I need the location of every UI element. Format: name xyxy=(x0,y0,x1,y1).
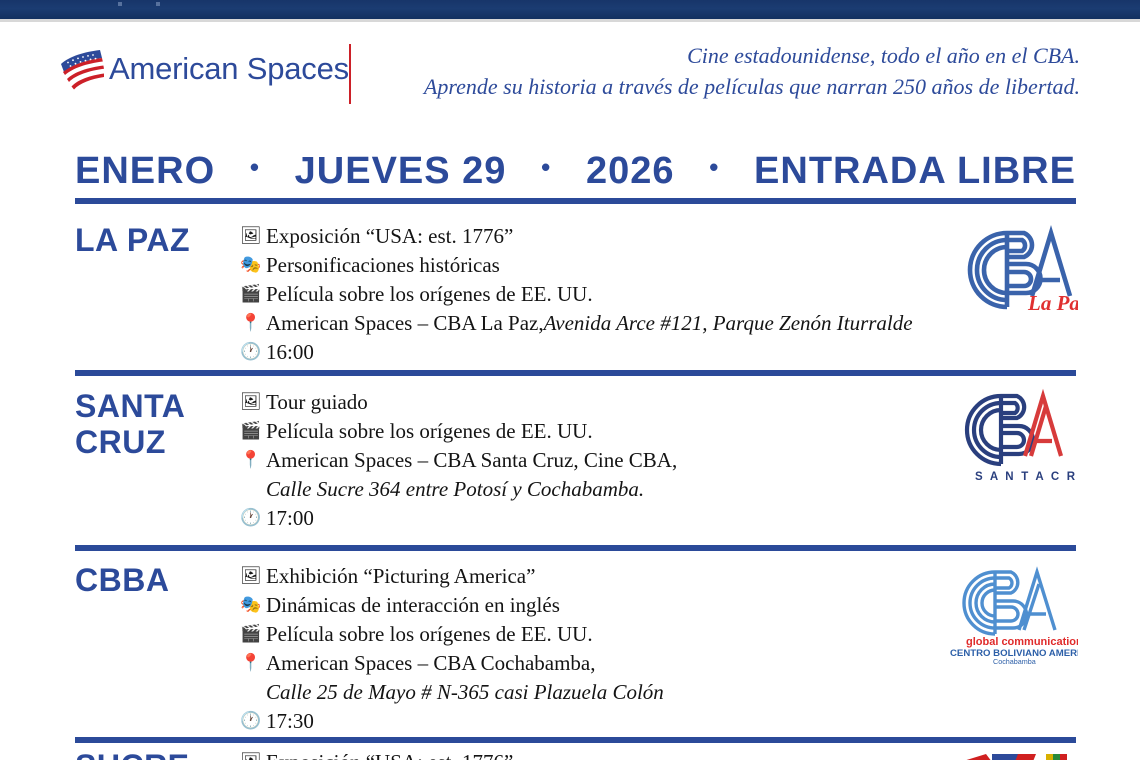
event-line-time: 🕐 16:00 xyxy=(240,338,930,367)
event-line-text: Película sobre los orígenes de EE. UU. xyxy=(266,622,593,646)
divider-rule-cbba xyxy=(75,737,1076,743)
venue-name: American Spaces – CBA Santa Cruz, Cine C… xyxy=(266,448,678,472)
poster-header: American Spaces Cine estadounidense, tod… xyxy=(0,34,1140,112)
event-line-text: Personificaciones históricas xyxy=(266,253,500,277)
city-label-cbba: CBBA xyxy=(75,562,170,598)
event-line-text: Exposición “USA: est. 1776” xyxy=(266,224,514,248)
event-details-santa-cruz: 🖼 Tour guiado 🎬 Película sobre los oríge… xyxy=(240,388,930,533)
event-time: 16:00 xyxy=(266,340,314,364)
round-pushpin-icon: 📍 xyxy=(240,450,262,470)
brand-name: American Spaces xyxy=(109,51,349,86)
titlebar-dot xyxy=(118,2,122,6)
date-year: 2026 xyxy=(585,149,675,192)
venue-address: Avenida Arce #121, Parque Zenón Iturrald… xyxy=(543,311,913,335)
city-label-sucre: SUCRE xyxy=(75,748,190,760)
cba-santa-cruz-logo: S A N T A C R U Z xyxy=(953,386,1078,486)
event-line-film: 🎬 Película sobre los orígenes de EE. UU. xyxy=(240,417,930,446)
svg-text:global communication: global communication xyxy=(966,636,1078,648)
event-line-venue: 📍 American Spaces – CBA Santa Cruz, Cine… xyxy=(240,446,930,475)
titlebar-underline xyxy=(0,19,1140,22)
us-flag-wedge-icon xyxy=(58,48,104,90)
city-label-line-2: CRUZ xyxy=(75,424,166,460)
date-month: ENERO xyxy=(75,149,216,192)
divider-rule-santa-cruz xyxy=(75,545,1076,551)
clapper-board-icon: 🎬 xyxy=(240,421,262,441)
date-separator-1: • xyxy=(249,152,260,182)
event-line-text: Película sobre los orígenes de EE. UU. xyxy=(266,419,593,443)
event-line-text: Tour guiado xyxy=(266,390,368,414)
date-separator-2: • xyxy=(541,152,552,182)
date-strip: ENERO • JUEVES 29 • 2026 • ENTRADA LIBRE xyxy=(75,148,1076,194)
clock-icon: 🕐 xyxy=(240,711,262,731)
svg-text:CENTRO BOLIVIANO AMERICANO: CENTRO BOLIVIANO AMERICANO xyxy=(950,648,1078,659)
svg-text:Cochabamba: Cochabamba xyxy=(993,657,1036,666)
event-line-exposition: 🖼 Exposición “USA: est. 1776” xyxy=(240,222,930,251)
venue-name: American Spaces – CBA Cochabamba, xyxy=(266,651,596,675)
venue-address: Calle Sucre 364 entre Potosí y Cochabamb… xyxy=(266,477,645,501)
venue-address: Calle 25 de Mayo # N-365 casi Plazuela C… xyxy=(266,680,664,704)
clapper-board-icon: 🎬 xyxy=(240,284,262,304)
event-details-sucre: 🖼 Exposición “USA: est. 1776” xyxy=(240,748,513,760)
round-pushpin-icon: 📍 xyxy=(240,313,262,333)
performing-arts-icon: 🎭 xyxy=(240,595,262,615)
tagline-line-2: Aprende su historia a través de película… xyxy=(423,74,1080,99)
city-label-line-1: SANTA xyxy=(75,388,186,424)
event-line-film: 🎬 Película sobre los orígenes de EE. UU. xyxy=(240,620,930,649)
framed-picture-icon: 🖼 xyxy=(240,566,262,586)
svg-text:La Paz: La Paz xyxy=(1027,291,1078,315)
event-line-personifications: 🎭 Personificaciones históricas xyxy=(240,251,930,280)
event-time: 17:00 xyxy=(266,506,314,530)
cba-la-paz-logo: La Paz xyxy=(958,220,1078,320)
tagline-line-1: Cine estadounidense, todo el año en el C… xyxy=(687,43,1080,68)
cba-cochabamba-logo: global communication CENTRO BOLIVIANO AM… xyxy=(938,562,1078,667)
performing-arts-icon: 🎭 xyxy=(240,255,262,275)
event-line-time: 🕐 17:30 xyxy=(240,707,930,736)
clock-icon: 🕐 xyxy=(240,508,262,528)
event-line-time: 🕐 17:00 xyxy=(240,504,930,533)
event-time: 17:30 xyxy=(266,709,314,733)
event-line-text: Dinámicas de interacción en inglés xyxy=(266,593,560,617)
city-label-santa-cruz: SANTA CRUZ xyxy=(75,388,245,460)
event-line-text: Película sobre los orígenes de EE. UU. xyxy=(266,282,593,306)
poster-tagline: Cine estadounidense, todo el año en el C… xyxy=(424,40,1080,102)
venue-name: American Spaces – CBA La Paz, xyxy=(266,311,544,335)
cba-sucre-logo xyxy=(958,750,1078,760)
event-line-exhibition: 🖼 Exhibición “Picturing America” xyxy=(240,562,930,591)
event-details-la-paz: 🖼 Exposición “USA: est. 1776” 🎭 Personif… xyxy=(240,222,930,367)
event-line-film: 🎬 Película sobre los orígenes de EE. UU. xyxy=(240,280,930,309)
event-line-venue: 📍 American Spaces – CBA La Paz, Avenida … xyxy=(240,309,930,338)
american-spaces-brand: American Spaces xyxy=(58,48,349,90)
divider-rule-la-paz xyxy=(75,370,1076,376)
city-label-la-paz: LA PAZ xyxy=(75,222,190,258)
framed-picture-icon: 🖼 xyxy=(240,748,266,760)
date-separator-3: • xyxy=(709,152,720,182)
titlebar-dot xyxy=(156,2,160,6)
window-title-bar xyxy=(0,0,1140,19)
event-line-dynamics: 🎭 Dinámicas de interacción en inglés xyxy=(240,591,930,620)
event-line-tour: 🖼 Tour guiado xyxy=(240,388,930,417)
header-divider-rule xyxy=(349,44,351,104)
clapper-board-icon: 🎬 xyxy=(240,624,262,644)
framed-picture-icon: 🖼 xyxy=(240,226,262,246)
svg-text:S A N T A C R U Z: S A N T A C R U Z xyxy=(975,471,1078,483)
round-pushpin-icon: 📍 xyxy=(240,653,262,673)
date-weekday-day: JUEVES 29 xyxy=(294,149,507,192)
framed-picture-icon: 🖼 xyxy=(240,392,262,412)
admission-label: ENTRADA LIBRE xyxy=(754,149,1076,192)
event-line-text: Exposición “USA: est. 1776” xyxy=(266,748,513,760)
event-line-venue: 📍 American Spaces – CBA Cochabamba, xyxy=(240,649,930,678)
event-details-cbba: 🖼 Exhibición “Picturing America” 🎭 Dinám… xyxy=(240,562,930,736)
event-line-text: Exhibición “Picturing America” xyxy=(266,564,536,588)
clock-icon: 🕐 xyxy=(240,342,262,362)
divider-rule-top xyxy=(75,198,1076,204)
